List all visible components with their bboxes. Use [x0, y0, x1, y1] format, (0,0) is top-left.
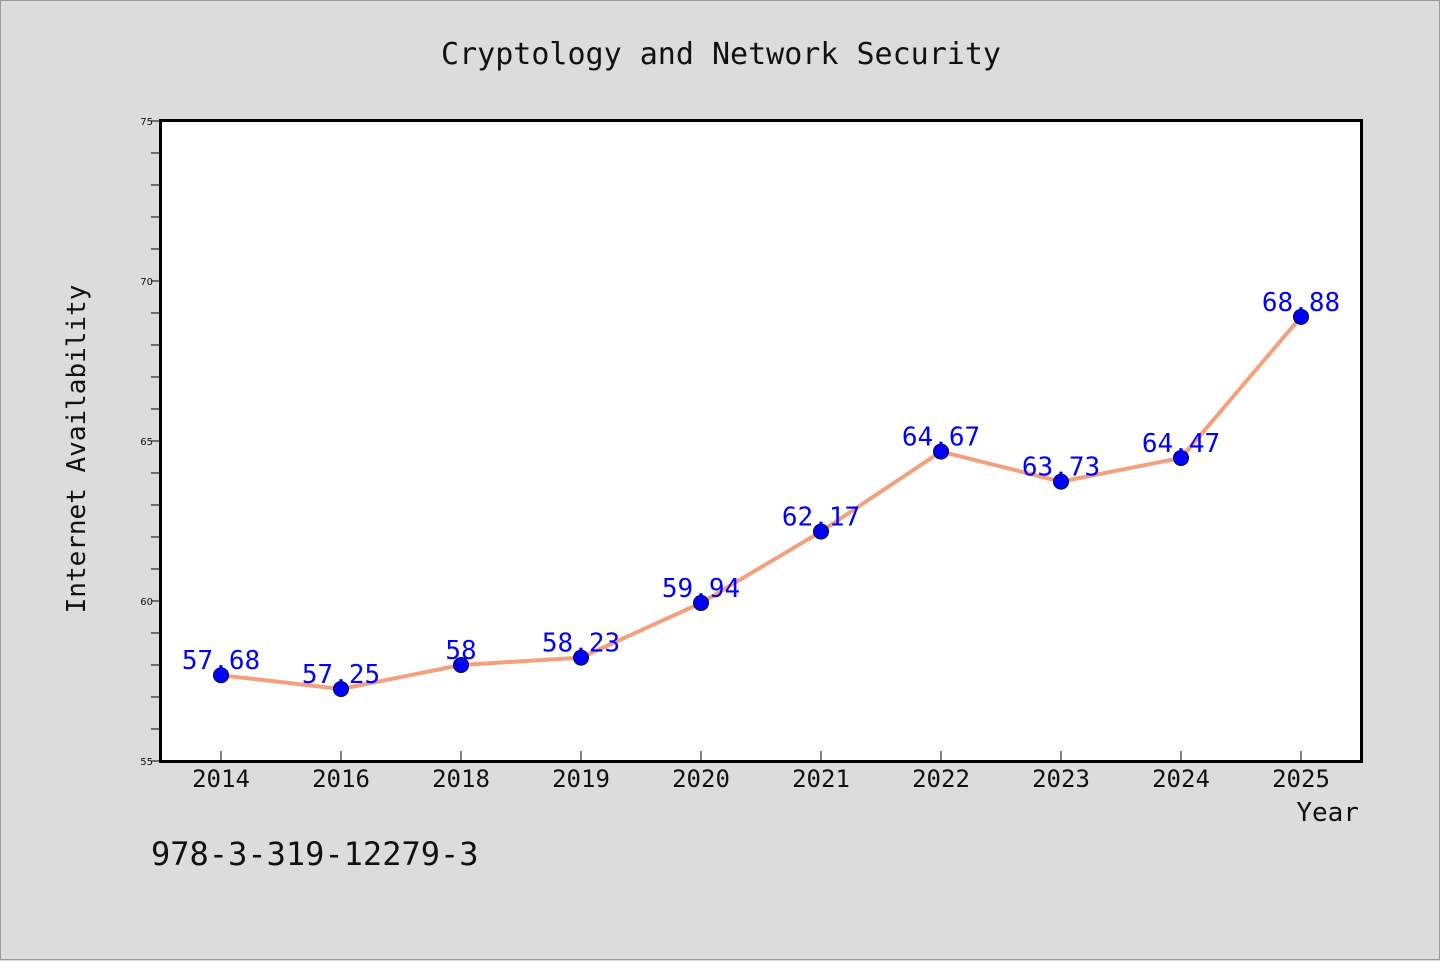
y-tick-label: 55	[140, 757, 153, 768]
y-axis: 55 60 65 70 75	[140, 117, 161, 768]
data-label: 64.67	[902, 423, 980, 453]
y-tick-label: 65	[140, 437, 153, 448]
y-tick-label: 70	[140, 277, 153, 288]
data-point	[813, 523, 829, 540]
data-label: 59.94	[662, 574, 740, 604]
y-tick-label: 75	[140, 117, 153, 128]
data-point	[933, 443, 949, 460]
series-markers	[213, 308, 1309, 697]
data-label: 63.73	[1022, 453, 1100, 483]
data-label: 57.25	[302, 660, 380, 690]
x-tick-label: 2018	[432, 765, 490, 793]
x-tick-label: 2021	[792, 765, 850, 793]
data-point	[1293, 308, 1309, 325]
x-axis: 2014 2016 2018 2019 2020 2021 2022 2023 2024 2025	[192, 751, 1330, 793]
data-point	[693, 594, 709, 611]
data-point	[453, 657, 469, 673]
chart-title: Cryptology and Network Security	[441, 37, 1001, 72]
x-tick-label: 2025	[1272, 765, 1330, 793]
data-label: 58	[445, 636, 476, 666]
isbn-text: 978-3-319-12279-3	[151, 835, 479, 873]
x-tick-label: 2019	[552, 765, 610, 793]
data-point	[573, 649, 589, 666]
x-tick-label: 2023	[1032, 765, 1090, 793]
y-axis-label: Internet Availability	[62, 285, 92, 614]
data-point	[1053, 473, 1069, 490]
plot-area	[159, 119, 1363, 763]
data-point	[213, 667, 229, 684]
x-tick-label: 2024	[1152, 765, 1210, 793]
y-tick-label: 60	[140, 597, 153, 608]
x-tick-label: 2016	[312, 765, 370, 793]
data-label: 58.23	[542, 629, 620, 659]
data-label: 62.17	[782, 503, 860, 533]
x-tick-label: 2014	[192, 765, 250, 793]
data-label: 68.88	[1262, 288, 1340, 318]
data-label: 57.68	[182, 646, 260, 676]
data-label: 64.47	[1142, 429, 1220, 459]
data-point	[333, 681, 349, 697]
x-tick-label: 2020	[672, 765, 730, 793]
series-line	[220, 315, 1303, 691]
x-axis-label: Year	[1296, 798, 1359, 828]
x-tick-label: 2022	[912, 765, 970, 793]
data-point	[1173, 449, 1189, 466]
data-labels: 57.68 57.25 58 58.23 59.94 62.17 64.67 63.73 64.…	[182, 288, 1340, 690]
